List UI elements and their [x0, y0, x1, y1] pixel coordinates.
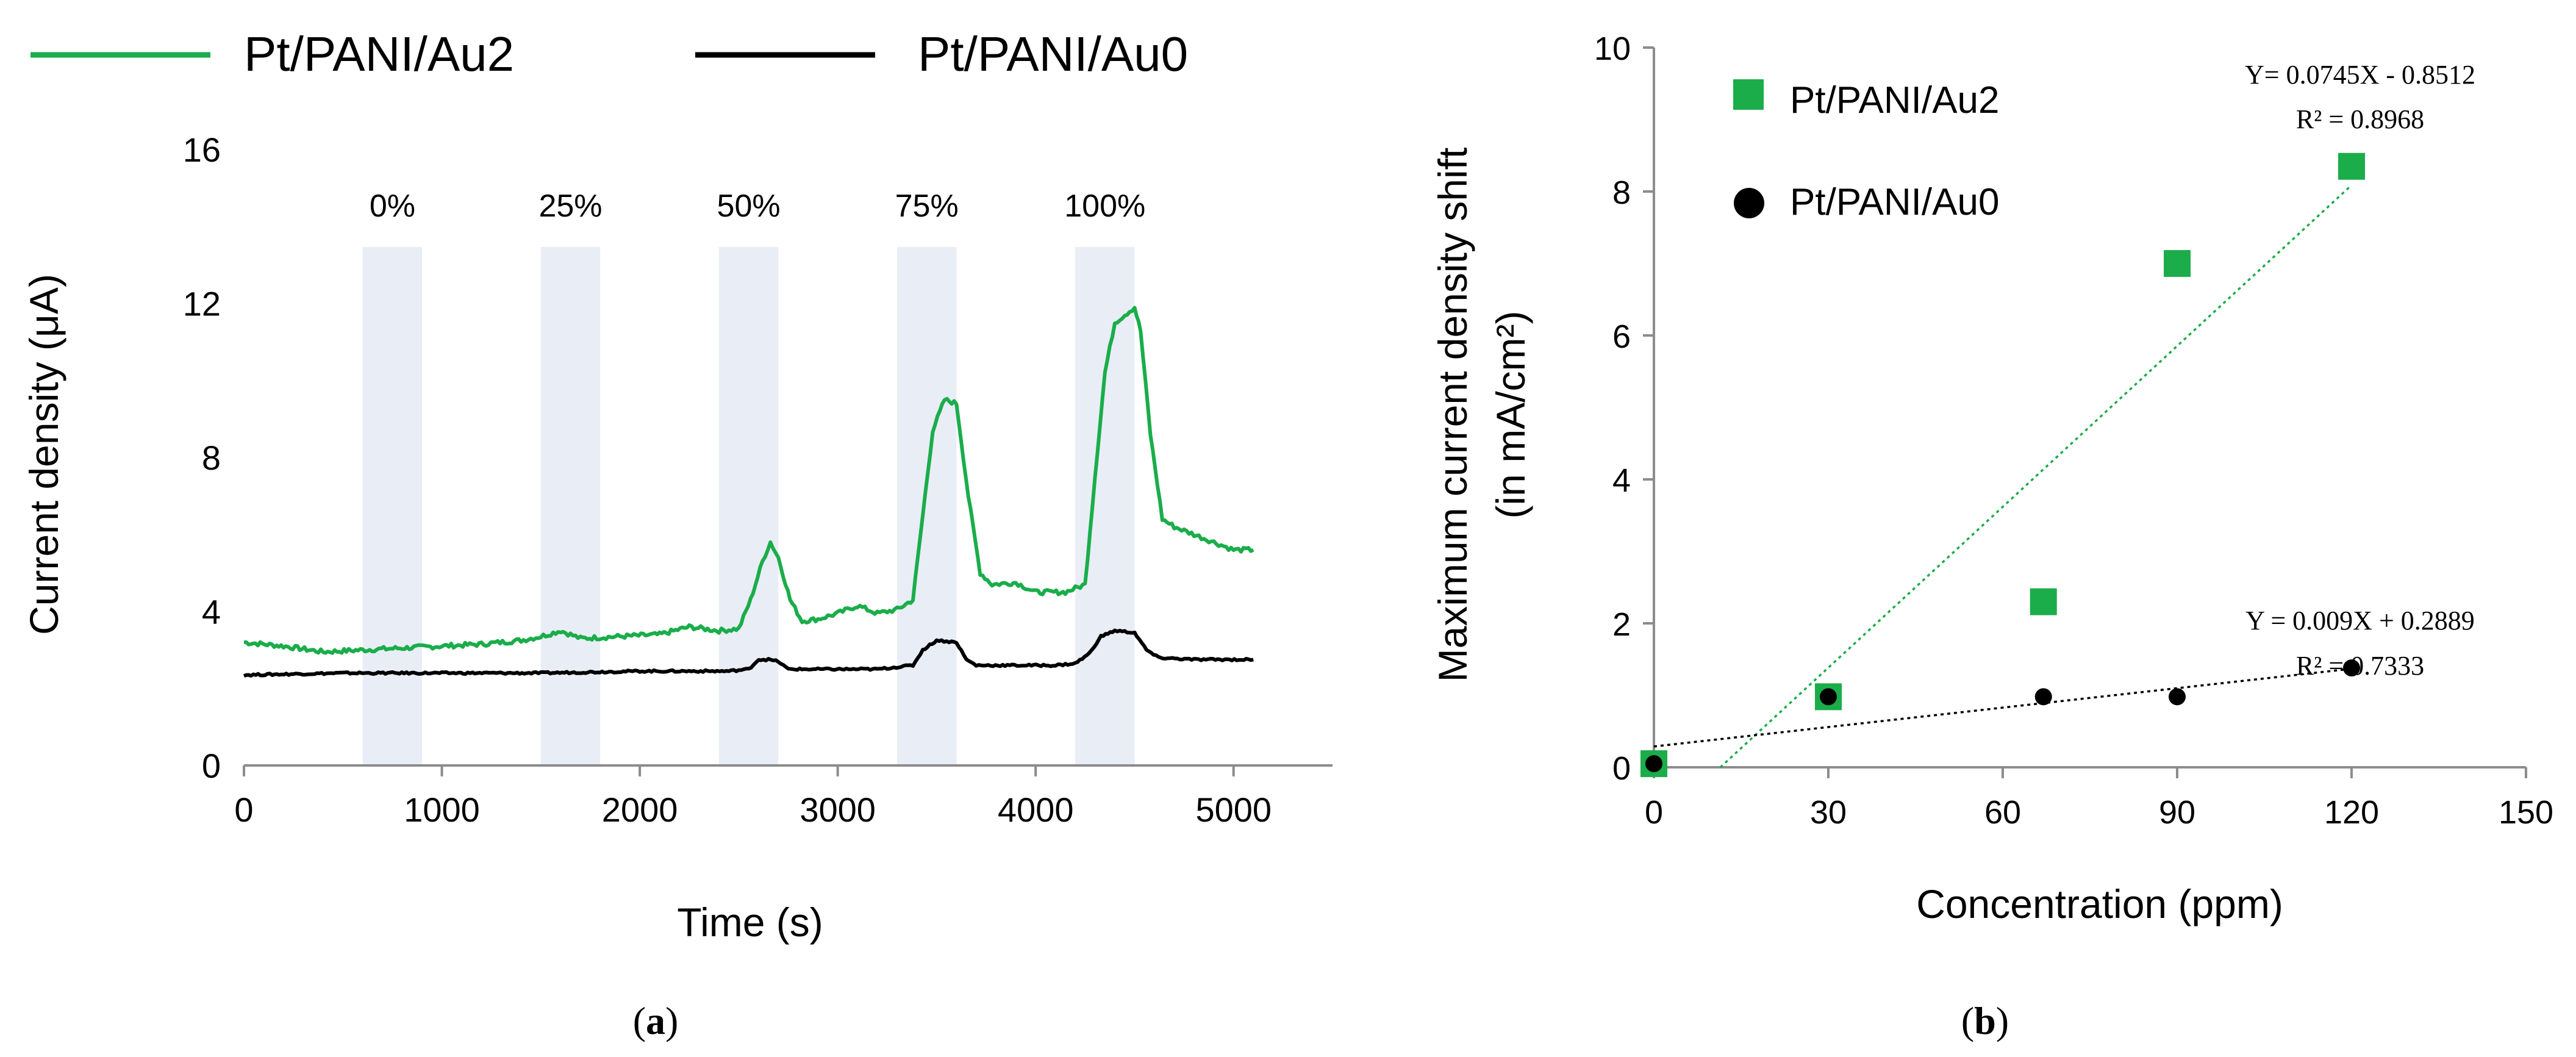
x-tick-label-b-3: 90: [2159, 794, 2195, 831]
x-tick-label-b-0: 0: [1645, 794, 1663, 831]
axes-b: 0 30 60 90 120 150 0 2 4 6 8 10: [1594, 30, 2553, 831]
interval-label-0: 0%: [370, 188, 415, 224]
legend-a-label-au0: Pt/PANI/Au0: [918, 27, 1188, 81]
legend-b-marker-au0: [1734, 188, 1764, 218]
shaded-intervals: 0% 25% 50% 75% 100%: [362, 188, 1145, 765]
y-axis-title-a: Current density (μA): [21, 274, 66, 635]
x-tick-label-b-5: 150: [2499, 794, 2553, 831]
legend-a-label-au2: Pt/PANI/Au2: [244, 27, 514, 81]
y-tick-label-b-1: 2: [1612, 606, 1631, 643]
y-axis-title-b-line1: Maximum current density shift: [1430, 148, 1475, 683]
panel-a: Pt/PANI/Au2 Pt/PANI/Au0 0% 25% 50% 75% 100% …: [21, 27, 1333, 1042]
shaded-interval-3: [897, 247, 957, 765]
x-tick-label-a-5: 5000: [1195, 790, 1272, 829]
trendlines: [1653, 184, 2353, 769]
x-tick-label-a-4: 4000: [998, 790, 1074, 829]
series-line-pt-pani-au2: [243, 306, 1254, 655]
legend-b-label-au2: Pt/PANI/Au2: [1790, 79, 1999, 121]
axes-a: 0 1000 2000 3000 4000 5000 0 4 8 12 16: [183, 131, 1333, 829]
trend-r2-au0: R² = 0.7333: [2296, 651, 2424, 681]
point-au2-2: [2030, 588, 2057, 615]
point-au0-3: [2169, 688, 2186, 706]
trend-equation-au0: Y = 0.009X + 0.2889: [2245, 606, 2475, 636]
point-au0-2: [2034, 688, 2052, 706]
y-tick-label-b-0: 0: [1612, 750, 1631, 787]
x-tick-label-a-0: 0: [234, 790, 253, 829]
x-tick-label-b-1: 30: [1810, 794, 1847, 831]
x-tick-label-a-2: 2000: [602, 790, 678, 829]
x-tick-label-b-4: 120: [2324, 794, 2379, 831]
y-tick-label-a-0: 0: [202, 747, 221, 785]
scatter-points: [1640, 152, 2365, 778]
x-tick-label-a-1: 1000: [404, 790, 480, 829]
legend-a: Pt/PANI/Au2 Pt/PANI/Au0: [30, 27, 1188, 81]
point-au0-0: [1645, 755, 1662, 773]
trend-r2-au2: R² = 0.8968: [2296, 104, 2424, 134]
y-tick-label-a-2: 8: [202, 439, 221, 477]
point-au2-4: [2338, 152, 2365, 180]
legend-b-label-au0: Pt/PANI/Au0: [1790, 181, 1999, 223]
x-axis-title-b: Concentration (ppm): [1916, 881, 2283, 926]
interval-label-4: 100%: [1064, 188, 1145, 224]
legend-b: Pt/PANI/Au2 Pt/PANI/Au0: [1733, 79, 1999, 223]
y-tick-label-b-5: 10: [1594, 30, 1631, 67]
y-axis-title-b-line2: (in mA/cm²): [1488, 311, 1533, 519]
shaded-interval-4: [1075, 247, 1135, 765]
y-tick-label-b-4: 8: [1612, 174, 1631, 211]
x-tick-label-a-3: 3000: [800, 790, 876, 829]
panel-label-b: (b): [1961, 999, 2009, 1042]
interval-label-3: 75%: [895, 188, 959, 224]
interval-label-2: 50%: [717, 188, 781, 224]
panel-label-a: (a): [633, 999, 679, 1042]
trendline-pt-pani-au0: [1653, 667, 2352, 748]
y-tick-label-a-3: 12: [183, 285, 221, 323]
y-tick-label-b-3: 6: [1612, 318, 1631, 355]
point-au0-1: [1820, 688, 1837, 706]
x-tick-label-b-2: 60: [1984, 794, 2021, 831]
interval-label-1: 25%: [538, 188, 602, 224]
shaded-interval-1: [540, 247, 601, 765]
point-au2-3: [2164, 250, 2191, 277]
panel-b: 0 30 60 90 120 150 0 2 4 6 8 10 Pt/PANI/Au2 Pt/PANI…: [1430, 30, 2553, 1042]
y-tick-label-b-2: 4: [1612, 462, 1631, 499]
y-tick-label-a-4: 16: [183, 131, 221, 169]
series-a: [243, 306, 1254, 678]
legend-b-marker-au2: [1733, 79, 1764, 110]
trendline-pt-pani-au2: [1719, 184, 2353, 769]
shaded-interval-0: [362, 247, 423, 765]
point-au0-4: [2343, 659, 2360, 677]
series-line-pt-pani-au0: [243, 628, 1254, 678]
shaded-interval-2: [718, 247, 779, 765]
x-axis-title-a: Time (s): [677, 900, 823, 945]
y-tick-label-a-1: 4: [202, 593, 221, 631]
trend-equation-au2: Y= 0.0745X - 0.8512: [2245, 60, 2475, 90]
